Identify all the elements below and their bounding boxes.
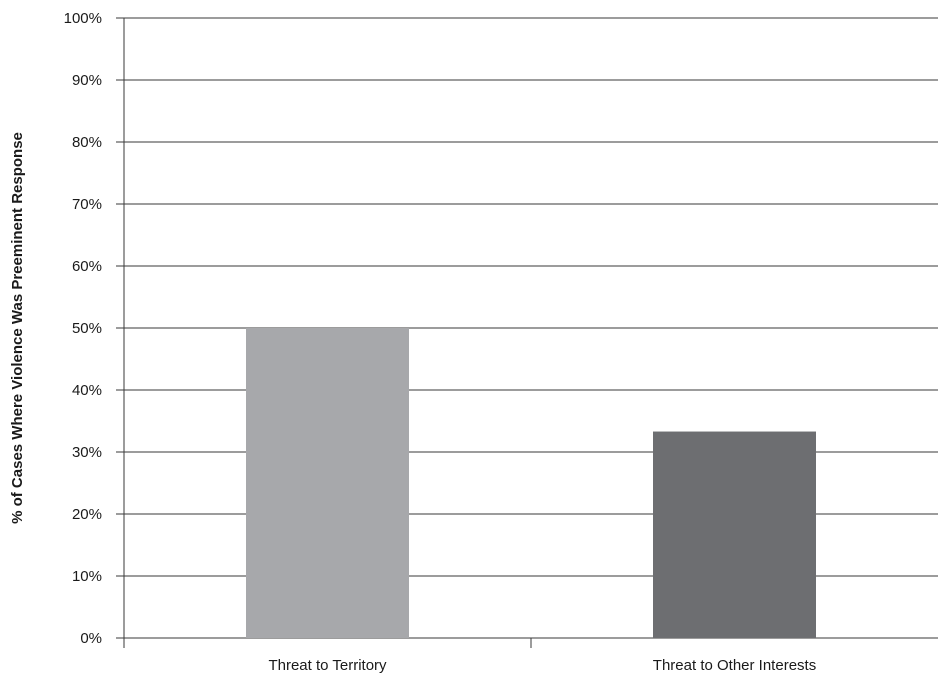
y-axis-title: % of Cases Where Violence Was Preeminent… [9, 132, 26, 524]
x-tick-label: Threat to Other Interests [653, 657, 816, 674]
bars [246, 328, 816, 638]
y-tick-label: 50% [72, 320, 102, 337]
y-tick-label: 90% [72, 72, 102, 89]
axes [123, 18, 532, 648]
bar-2 [653, 431, 816, 638]
y-tick-label: 10% [72, 568, 102, 585]
y-tick-label: 40% [72, 382, 102, 399]
y-tick-labels: 0% 10% 20% 30% 40% 50% 60% 70% 80% 90% 100% [64, 10, 102, 647]
y-tick-label: 80% [72, 134, 102, 151]
y-tick-label: 100% [64, 10, 102, 27]
y-tick-label: 0% [80, 630, 102, 647]
y-tick-label: 60% [72, 258, 102, 275]
x-tick-label: Threat to Territory [268, 657, 387, 674]
y-tick-label: 30% [72, 444, 102, 461]
bar-1 [246, 328, 409, 638]
x-tick-labels: Threat to Territory Threat to Other Inter… [268, 657, 816, 674]
y-tick-label: 70% [72, 196, 102, 213]
y-tick-label: 20% [72, 506, 102, 523]
